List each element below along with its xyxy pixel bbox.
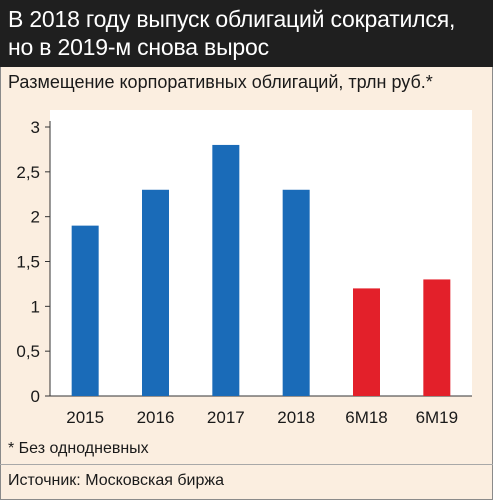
bar (353, 288, 380, 396)
bar-chart: 0 0,5 1 1,5 2 2,5 3 2015 2016 2017 2018 6М18 6М19 (16, 118, 472, 427)
headline-line-2: но в 2019-м снова вырос (8, 34, 269, 60)
x-tick-label: 6М18 (345, 408, 388, 427)
x-tick-label: 6М19 (416, 408, 459, 427)
headline-line-1: В 2018 году выпуск облигаций сократился, (8, 6, 456, 32)
y-tick-label: 1 (31, 297, 40, 316)
plot-area (50, 110, 472, 396)
bar (142, 189, 169, 396)
divider (0, 464, 493, 465)
x-tick-label: 2017 (207, 408, 245, 427)
bar (212, 144, 240, 396)
source-note: Источник: Московская биржа (8, 472, 224, 489)
bar (423, 279, 451, 396)
footnote: * Без однодневных (8, 440, 149, 457)
y-tick-label: 0,5 (16, 342, 40, 361)
y-tick-label: 0 (31, 387, 40, 406)
x-tick-label: 2018 (277, 408, 315, 427)
x-tick-label: 2016 (137, 408, 175, 427)
y-tick-label: 2,5 (16, 163, 40, 182)
chart-title: Размещение корпоративных облигаций, трлн… (8, 72, 433, 92)
y-tick-label: 3 (31, 118, 40, 137)
chart-header: В 2018 году выпуск облигаций сократился,… (0, 0, 493, 67)
y-tick-label: 1,5 (16, 253, 40, 272)
bar (71, 225, 99, 396)
y-tick-label: 2 (31, 208, 40, 227)
x-tick-label: 2015 (66, 408, 104, 427)
bar (282, 189, 310, 396)
